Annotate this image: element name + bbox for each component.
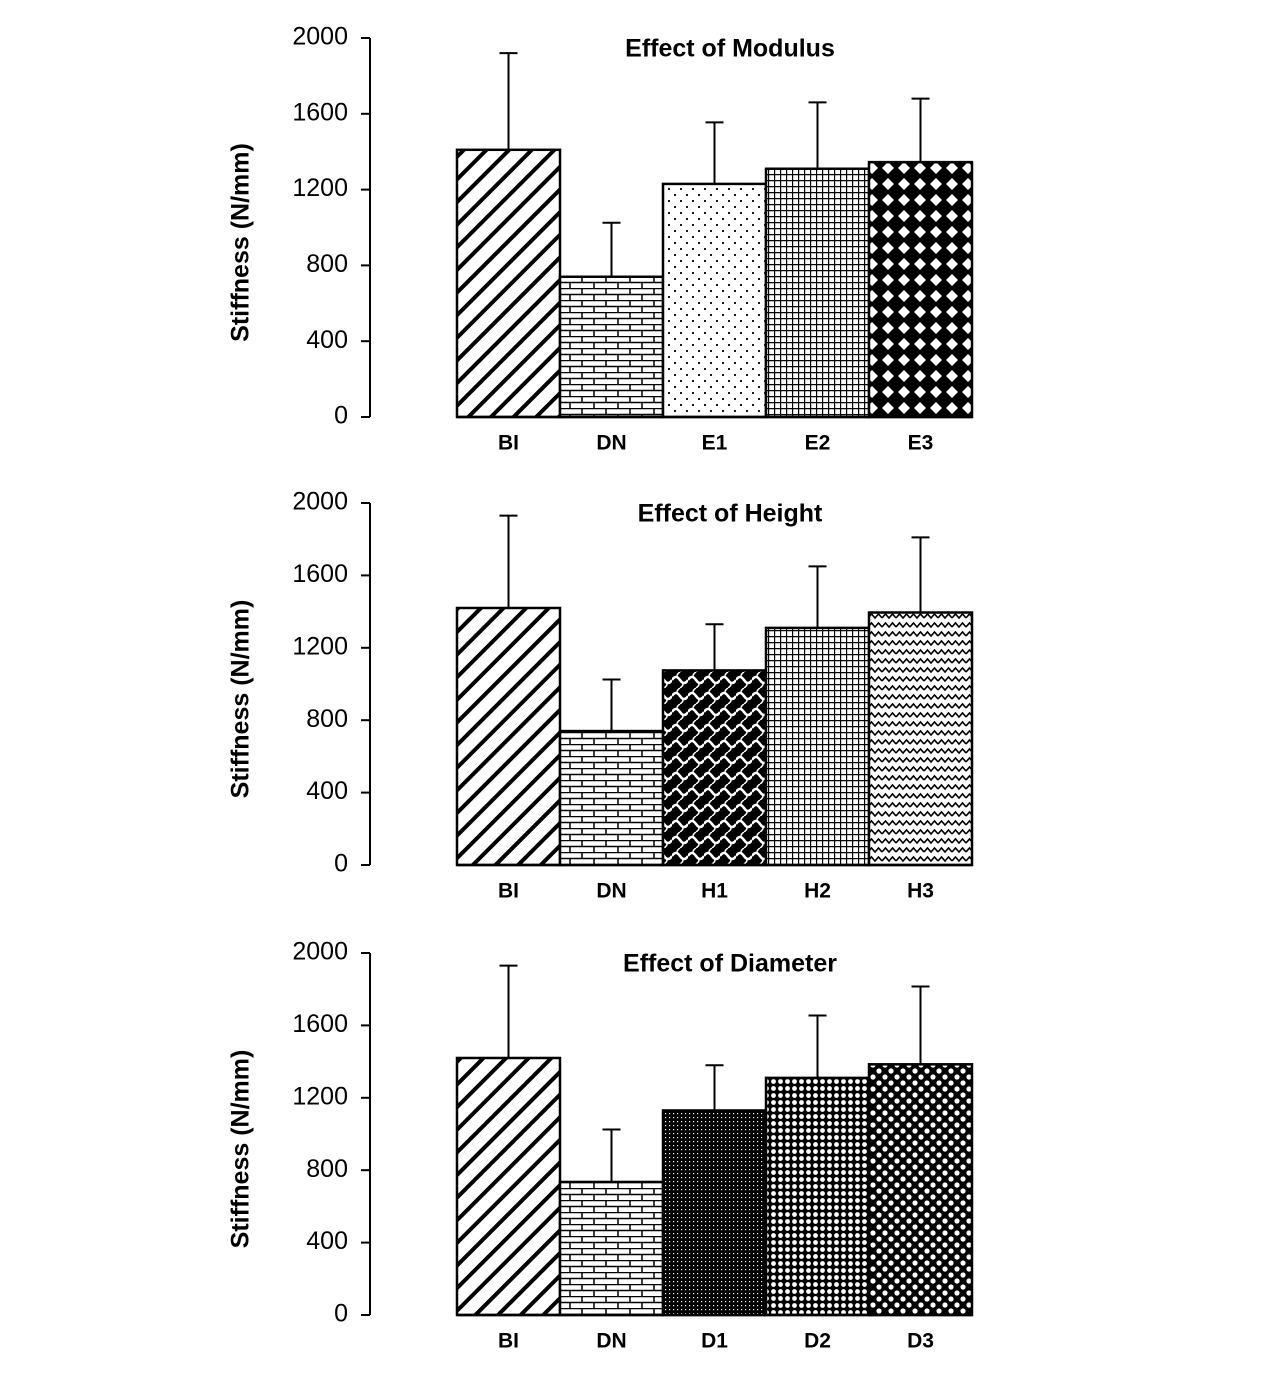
x-tick-label: BI: [498, 1330, 519, 1353]
y-tick-label: 1200: [292, 1082, 348, 1110]
x-tick-label: H2: [804, 880, 831, 903]
x-tick-label: H1: [701, 880, 728, 903]
bar: [457, 1058, 560, 1315]
chart-title: Effect of Modulus: [625, 35, 835, 63]
x-tick-label: E3: [908, 432, 934, 455]
bar: [766, 1078, 869, 1315]
x-tick-label: BI: [498, 880, 519, 903]
bar: [560, 1182, 663, 1315]
bar: [766, 628, 869, 865]
bar: [560, 277, 663, 417]
y-tick-label: 1600: [292, 1010, 348, 1038]
x-tick-label: DN: [596, 432, 626, 455]
x-tick-label: D2: [804, 1330, 831, 1353]
bar: [457, 150, 560, 417]
bar: [663, 670, 766, 865]
y-tick-label: 400: [306, 326, 348, 354]
x-tick-label: H3: [907, 880, 934, 903]
bar: [869, 613, 972, 865]
y-tick-label: 400: [306, 1227, 348, 1255]
bar: [766, 169, 869, 417]
bar: [560, 731, 663, 865]
bar: [663, 184, 766, 417]
x-tick-label: E1: [702, 432, 728, 455]
y-tick-label: 1200: [292, 632, 348, 660]
bar: [869, 162, 972, 417]
y-tick-label: 800: [306, 705, 348, 733]
x-tick-label: D3: [907, 1330, 934, 1353]
y-axis-label: Stiffness (N/mm): [227, 600, 255, 799]
x-tick-label: E2: [805, 432, 831, 455]
x-tick-label: BI: [498, 432, 519, 455]
y-tick-label: 0: [334, 402, 348, 430]
y-tick-label: 800: [306, 1155, 348, 1183]
y-tick-label: 2000: [292, 23, 348, 51]
chart-title: Effect of Diameter: [623, 950, 837, 978]
y-tick-label: 1200: [292, 174, 348, 202]
y-tick-label: 1600: [292, 560, 348, 588]
y-axis-label: Stiffness (N/mm): [227, 1050, 255, 1249]
bar: [663, 1110, 766, 1315]
bar: [457, 608, 560, 865]
y-tick-label: 2000: [292, 488, 348, 516]
y-tick-label: 800: [306, 250, 348, 278]
y-tick-label: 2000: [292, 938, 348, 966]
x-tick-label: DN: [596, 1330, 626, 1353]
y-tick-label: 400: [306, 777, 348, 805]
y-axis-label: Stiffness (N/mm): [227, 143, 255, 342]
x-tick-label: DN: [596, 880, 626, 903]
bar: [869, 1064, 972, 1315]
y-tick-label: 1600: [292, 98, 348, 126]
y-tick-label: 0: [334, 1300, 348, 1328]
x-tick-label: D1: [701, 1330, 728, 1353]
chart-title: Effect of Height: [638, 500, 823, 528]
y-tick-label: 0: [334, 850, 348, 878]
